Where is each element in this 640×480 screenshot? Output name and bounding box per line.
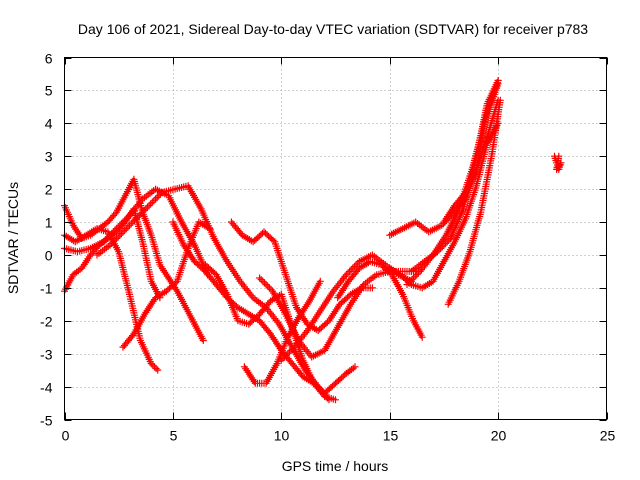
y-tick-label: 4 [45, 116, 53, 132]
x-tick-label: 25 [600, 428, 616, 444]
y-tick-label: -5 [40, 413, 53, 429]
x-tick-label: 20 [491, 428, 507, 444]
series-track-13 [334, 258, 426, 341]
chart-title: Day 106 of 2021, Sidereal Day-to-day VTE… [78, 21, 588, 37]
x-axis-label: GPS time / hours [282, 458, 389, 474]
y-tick-label: 2 [45, 182, 53, 198]
y-tick-label: 6 [45, 51, 53, 67]
series-track-9 [227, 218, 376, 335]
plot-frame [64, 57, 607, 420]
y-tick-label: -4 [40, 380, 53, 396]
y-tick-label: 5 [45, 83, 53, 99]
series-track-5 [119, 218, 214, 351]
y-tick-label: -3 [40, 347, 53, 363]
series-track-10 [240, 277, 324, 387]
y-axis-label: SDTVAR / TECUs [5, 182, 21, 294]
axis-ticks: 0 5 10 15 20 25 -5 -4 -3 -2 -1 0 1 2 3 4 5 6 [40, 51, 615, 444]
y-tick-label: 0 [45, 248, 53, 264]
series-track-19 [444, 96, 504, 308]
y-tick-label: 3 [45, 149, 53, 165]
series-track-18 [440, 96, 502, 226]
y-tick-label: -1 [40, 281, 53, 297]
x-tick-label: 15 [383, 428, 399, 444]
x-tick-label: 10 [274, 428, 290, 444]
series-track-20 [551, 152, 565, 173]
y-tick-label: 1 [45, 215, 53, 231]
grid-lines [64, 57, 607, 420]
y-tick-label: -2 [40, 314, 53, 330]
data-series [61, 77, 565, 404]
x-tick-label: 0 [62, 428, 70, 444]
x-tick-label: 5 [170, 428, 178, 444]
